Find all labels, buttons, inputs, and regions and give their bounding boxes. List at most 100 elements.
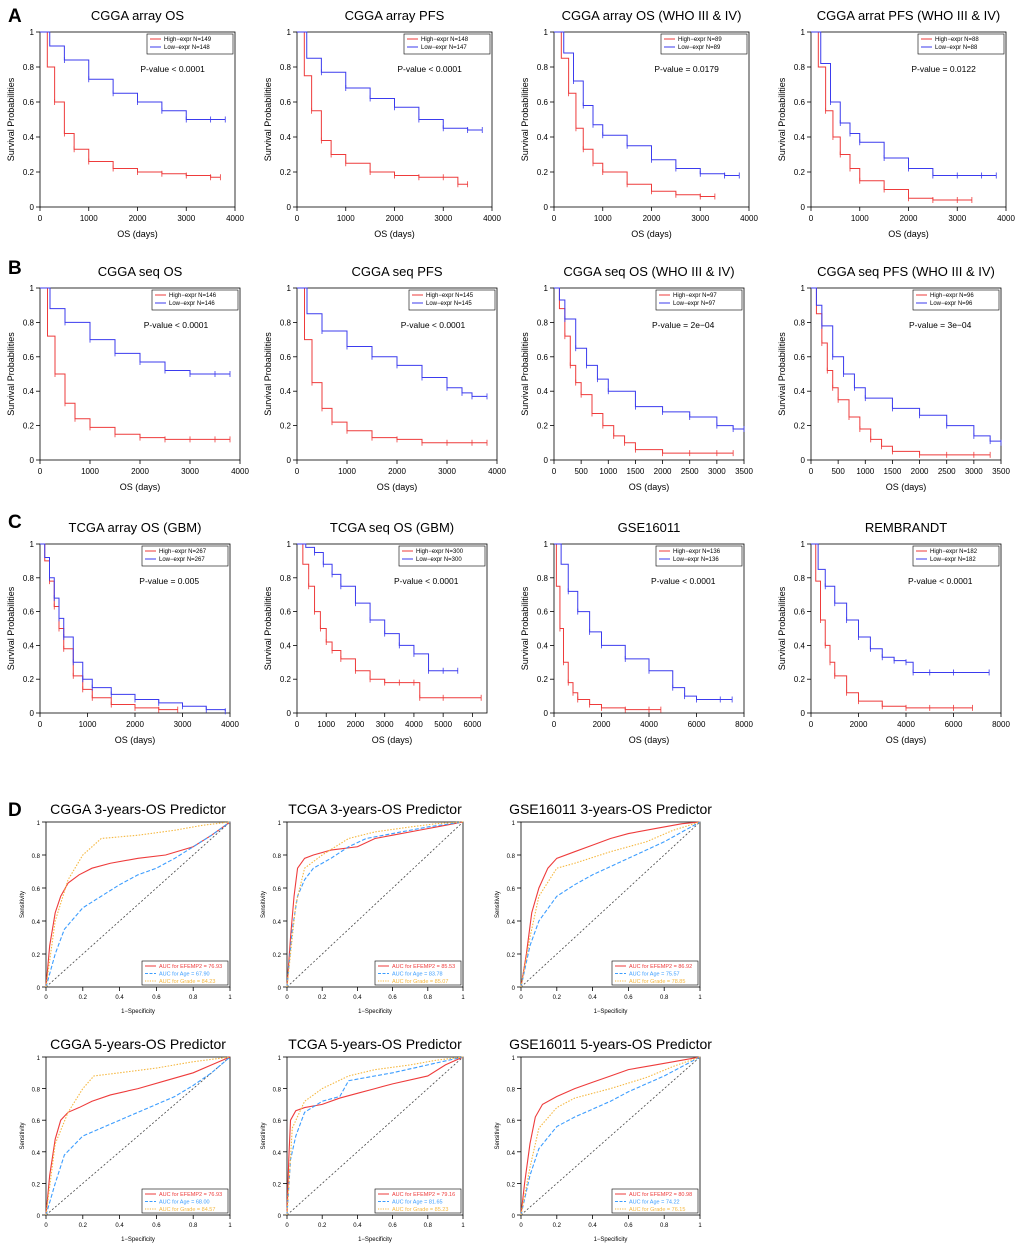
legend-label-0: High−expr N=267 <box>159 549 207 555</box>
roc-curve-2 <box>520 1056 701 1216</box>
legend-box <box>141 960 229 986</box>
legend-label-0: AUC for EFEMP2 = 80.98 <box>629 1192 692 1198</box>
y-axis-label: Survival Probabilities <box>263 77 273 161</box>
x-tick-label: 4000 <box>221 720 239 729</box>
chart-panel-9: TCGA seq OS (GBM) 0 1000 2000 3000 4000 5000 60… <box>263 520 488 745</box>
x-tick-label: 8000 <box>735 720 753 729</box>
x-tick-label: 2000 <box>131 467 149 476</box>
panel-letter-d: D <box>8 800 22 821</box>
legend-label-1: AUC for Age = 68.00 <box>159 1200 210 1206</box>
x-tick-label: 1000 <box>317 720 335 729</box>
y-tick-label: 0.4 <box>32 1151 41 1157</box>
x-tick-label: 0.4 <box>115 1223 124 1229</box>
x-tick-label: 0 <box>44 995 48 1001</box>
x-tick-label: 0 <box>519 1223 523 1229</box>
chart-title: CGGA seq OS <box>98 264 183 279</box>
x-tick-label: 0 <box>519 995 523 1001</box>
y-tick-label: 0.8 <box>280 574 292 583</box>
plot-frame <box>286 1056 464 1216</box>
chart-title: GSE16011 5-years-OS Predictor <box>509 1036 712 1052</box>
x-tick-label: 4000 <box>897 720 915 729</box>
y-tick-label: 0.8 <box>794 574 806 583</box>
chart-title: REMBRANDT <box>865 520 947 535</box>
x-tick-label: 2500 <box>938 467 956 476</box>
roc-curve-0 <box>520 821 701 988</box>
y-tick-label: 0.8 <box>32 1088 41 1094</box>
x-tick-label: 1000 <box>594 214 612 223</box>
y-tick-label: 0.2 <box>273 1182 282 1188</box>
legend-label-0: AUC for EFEMP2 = 86.92 <box>629 964 692 970</box>
x-axis-label: OS (days) <box>629 482 670 492</box>
y-tick-label: 0.8 <box>507 1088 516 1094</box>
x-tick-label: 0.4 <box>353 1223 362 1229</box>
chart-panel-13: TCGA 3-years-OS Predictor 0 0.2 0.4 0.6 0.8 1 0… <box>261 801 465 1015</box>
y-tick-label: 0.8 <box>537 574 549 583</box>
y-tick-label: 1 <box>30 28 35 37</box>
legend-label-1: Low−expr N=182 <box>930 557 976 563</box>
y-tick-label: 0 <box>544 709 549 718</box>
x-tick-label: 0 <box>38 720 43 729</box>
y-tick-label: 0 <box>30 709 35 718</box>
y-tick-label: 1 <box>287 28 292 37</box>
y-tick-label: 0.4 <box>23 133 35 142</box>
legend-box <box>408 289 496 311</box>
y-tick-label: 1 <box>544 28 549 37</box>
x-tick-label: 0.6 <box>152 1223 161 1229</box>
y-axis-label: Survival Probabilities <box>6 332 16 416</box>
x-axis-label: OS (days) <box>629 735 670 745</box>
x-tick-label: 2000 <box>388 467 406 476</box>
legend-label-1: Low−expr N=96 <box>930 301 973 307</box>
chart-panel-0: CGGA array OS 0 1000 2000 3000 4000 0 0.2 0.4 0.6… <box>6 8 244 239</box>
y-tick-label: 0.2 <box>794 168 806 177</box>
roc-curve-2 <box>45 821 231 988</box>
y-tick-label: 1 <box>287 284 292 293</box>
chart-title: TCGA 5-years-OS Predictor <box>288 1036 462 1052</box>
x-tick-label: 2000 <box>347 720 365 729</box>
x-tick-label: 0 <box>285 1223 289 1229</box>
chart-panel-15: CGGA 5-years-OS Predictor 0 0.2 0.4 0.6 0.8 1 0… <box>20 1036 232 1243</box>
y-axis-label: Sensitivity <box>20 891 26 918</box>
legend-box <box>374 960 462 986</box>
chart-title: CGGA seq OS (WHO III & IV) <box>563 264 734 279</box>
y-tick-label: 0 <box>287 456 292 465</box>
y-axis-label: Sensitivity <box>20 1122 26 1149</box>
y-tick-label: 0.6 <box>537 608 549 617</box>
plot-frame <box>45 821 231 988</box>
legend-label-2: AUC for Grade = 78.85 <box>629 979 685 985</box>
legend-label-1: Low−expr N=97 <box>673 301 716 307</box>
survival-curve-0 <box>554 287 734 454</box>
y-axis-label: Sensitivity <box>261 891 267 918</box>
x-axis-label: OS (days) <box>886 735 927 745</box>
y-tick-label: 0.6 <box>537 353 549 362</box>
x-tick-label: 1500 <box>884 467 902 476</box>
x-tick-label: 0 <box>809 467 814 476</box>
x-tick-label: 3500 <box>992 467 1010 476</box>
x-tick-label: 1 <box>698 995 702 1001</box>
x-tick-label: 0.4 <box>588 995 597 1001</box>
x-tick-label: 0.2 <box>318 1223 327 1229</box>
y-tick-label: 0.4 <box>794 387 806 396</box>
p-value-label: P-value < 0.0001 <box>401 320 466 330</box>
chart-title: TCGA seq OS (GBM) <box>330 520 454 535</box>
y-tick-label: 0.6 <box>507 1119 516 1125</box>
panel-letter-b: B <box>8 258 22 279</box>
y-axis-label: Survival Probabilities <box>263 586 273 670</box>
x-tick-label: 0 <box>295 214 300 223</box>
roc-curve-1 <box>45 1056 231 1216</box>
y-tick-label: 0.8 <box>273 854 282 860</box>
chart-title: CGGA seq PFS <box>351 264 442 279</box>
x-tick-label: 3500 <box>735 467 753 476</box>
survival-curve-1 <box>554 287 744 430</box>
y-tick-label: 0.6 <box>32 887 41 893</box>
legend-label-0: High−expr N=300 <box>416 549 464 555</box>
p-value-label: P-value = 0.0122 <box>911 64 976 74</box>
legend-label-2: AUC for Grade = 84.57 <box>159 1207 215 1213</box>
roc-curve-0 <box>286 821 464 988</box>
legend-label-2: AUC for Grade = 76.15 <box>629 1207 685 1213</box>
y-tick-label: 0 <box>30 203 35 212</box>
y-tick-label: 1 <box>287 540 292 549</box>
plot-frame <box>553 287 745 461</box>
roc-curve-1 <box>286 1056 464 1216</box>
y-tick-label: 1 <box>37 1056 41 1062</box>
